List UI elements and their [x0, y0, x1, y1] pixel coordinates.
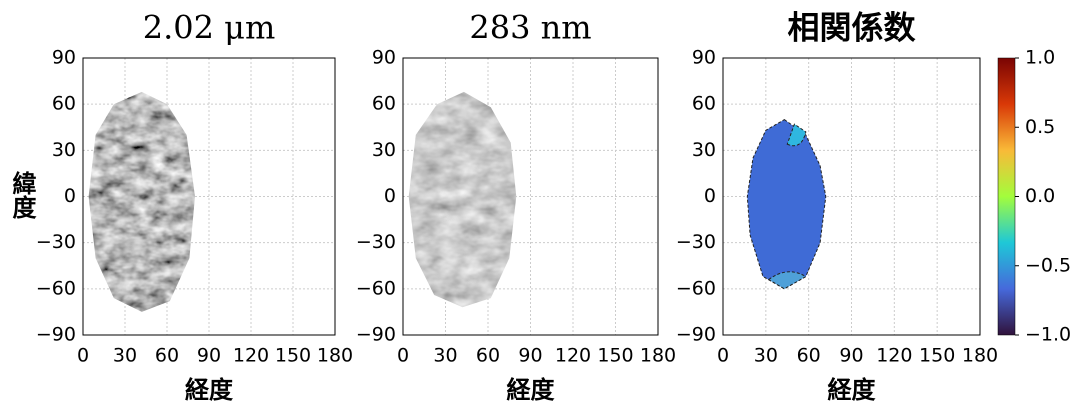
correlation-map	[747, 120, 826, 289]
y-tick-label: 30	[692, 139, 716, 161]
disk-image	[89, 92, 195, 312]
colorbar-tick-label: 0.0	[1025, 185, 1055, 207]
x-tick-label: 180	[640, 345, 676, 367]
x-tick-label: 60	[155, 345, 179, 367]
x-tick-label: 150	[597, 345, 633, 367]
x-tick-label: 60	[797, 345, 821, 367]
y-tick-label: 90	[372, 47, 396, 69]
y-tick-label: 60	[372, 93, 396, 115]
colorbar-tick-label: 1.0	[1025, 47, 1055, 69]
x-tick-label: 120	[876, 345, 912, 367]
colorbar-tick-label: 0.5	[1025, 116, 1055, 138]
y-tick-label: −60	[36, 277, 76, 299]
y-tick-label: −30	[676, 231, 716, 253]
y-tick-label: 60	[52, 93, 76, 115]
panel-title: 283 nm	[469, 9, 591, 47]
disk-image	[409, 92, 517, 307]
x-axis-label: 経度	[185, 376, 234, 404]
x-tick-label: 30	[433, 345, 457, 367]
x-tick-label: 90	[197, 345, 221, 367]
y-tick-label: −60	[356, 277, 396, 299]
y-tick-label: 0	[384, 185, 396, 207]
x-tick-label: 120	[233, 345, 269, 367]
y-tick-label: −60	[676, 277, 716, 299]
y-tick-label: 60	[692, 93, 716, 115]
y-tick-label: −90	[36, 324, 76, 346]
x-tick-label: 90	[839, 345, 863, 367]
y-tick-label: 0	[64, 185, 76, 207]
x-tick-label: 180	[962, 345, 998, 367]
y-tick-label: 90	[52, 47, 76, 69]
y-tick-label: 90	[692, 47, 716, 69]
x-tick-label: 30	[113, 345, 137, 367]
colorbar-tick-label: −1.0	[1025, 324, 1071, 346]
x-tick-label: 30	[754, 345, 778, 367]
y-tick-label: 0	[704, 185, 716, 207]
x-tick-label: 90	[518, 345, 542, 367]
y-tick-label: −90	[676, 324, 716, 346]
colorbar	[998, 58, 1015, 335]
x-tick-label: 150	[275, 345, 311, 367]
y-tick-label: −90	[356, 324, 396, 346]
figure: 2.02 μm0306090120150180−90−60−300306090経…	[0, 0, 1078, 409]
y-axis-label: 緯度	[8, 170, 36, 220]
y-tick-label: 30	[52, 139, 76, 161]
y-tick-label: 30	[372, 139, 396, 161]
panel-title: 相関係数	[787, 9, 916, 47]
x-tick-label: 180	[317, 345, 353, 367]
panel-title: 2.02 μm	[143, 9, 276, 47]
x-tick-label: 0	[397, 345, 409, 367]
y-tick-label: −30	[356, 231, 396, 253]
colorbar-tick-label: −0.5	[1025, 254, 1071, 276]
x-tick-label: 0	[717, 345, 729, 367]
x-tick-label: 150	[919, 345, 955, 367]
x-tick-label: 120	[555, 345, 591, 367]
x-axis-label: 経度	[507, 376, 556, 404]
x-axis-label: 経度	[828, 376, 877, 404]
y-tick-label: −30	[36, 231, 76, 253]
x-tick-label: 0	[77, 345, 89, 367]
x-tick-label: 60	[476, 345, 500, 367]
